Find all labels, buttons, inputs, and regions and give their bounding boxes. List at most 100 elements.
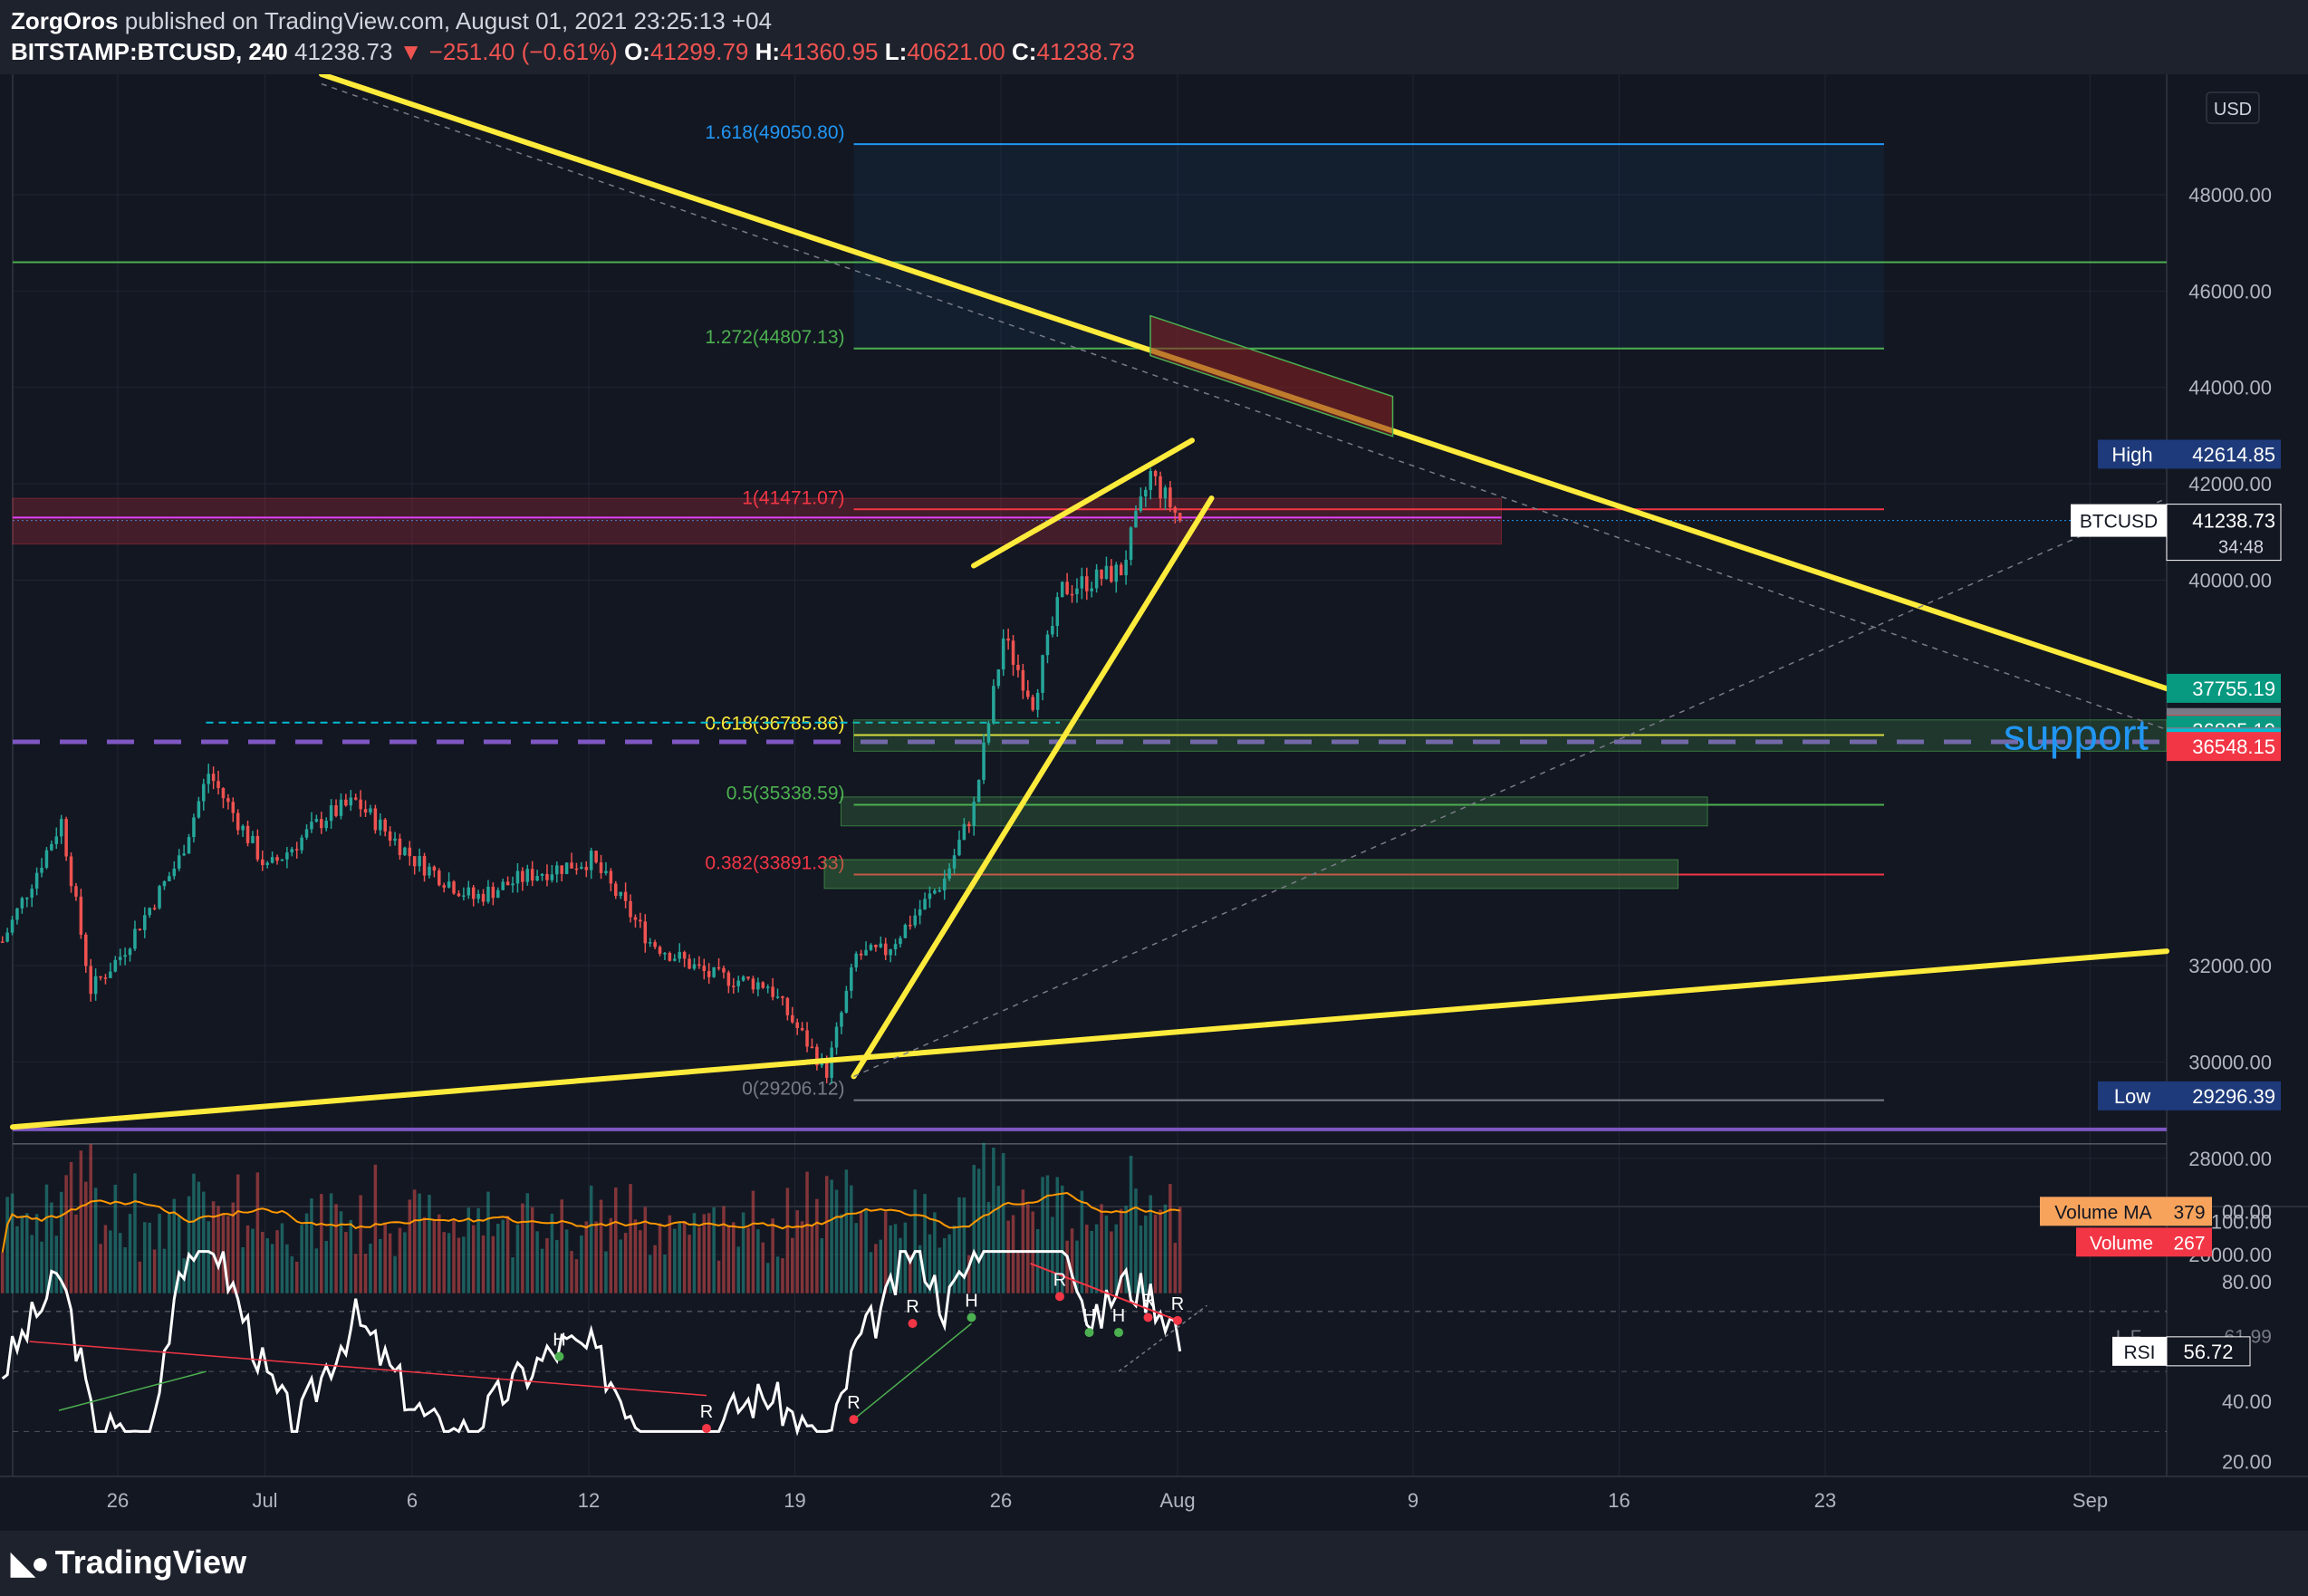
candle-body: [604, 870, 608, 873]
volume-bar: [491, 1235, 495, 1293]
volume-bar: [623, 1233, 628, 1293]
volume-bar: [310, 1198, 313, 1293]
author-name[interactable]: ZorgOros: [11, 7, 119, 34]
fib-level-label: 1.618(49050.80): [705, 122, 844, 143]
fib-level-label: 0.618(36785.86): [705, 713, 844, 734]
candle-body: [226, 798, 230, 803]
candle-body: [265, 862, 269, 866]
price-tick-label: 32000.00: [2188, 955, 2272, 977]
volume-bar: [1124, 1206, 1128, 1293]
volume-bar: [992, 1147, 995, 1293]
volume-bar: [412, 1189, 417, 1293]
volume-bar: [1153, 1214, 1158, 1293]
candle-body: [1031, 697, 1034, 710]
candle-body: [1080, 576, 1084, 589]
symbol-label[interactable]: BITSTAMP:BTCUSD, 240: [11, 38, 288, 65]
candle-body: [69, 856, 73, 887]
candle-body: [874, 944, 878, 947]
volume-bar: [59, 1191, 63, 1293]
volume-bar: [599, 1199, 603, 1293]
candle-body: [353, 797, 358, 800]
candle-body: [54, 836, 59, 844]
candle-body: [800, 1027, 804, 1031]
high-label: H:: [755, 38, 781, 65]
rsi-line: [1, 1248, 1182, 1437]
candle-body: [864, 949, 868, 956]
bar-countdown: 34:48: [2218, 538, 2264, 558]
fib-level-label: 0.382(33891.33): [705, 852, 844, 873]
candle-body: [275, 857, 279, 861]
candle-body: [1114, 564, 1119, 582]
volume-bar: [899, 1237, 902, 1293]
volume-bar: [574, 1259, 579, 1293]
candle-body: [986, 723, 991, 743]
candle-body: [1163, 487, 1168, 499]
tradingview-logo-text: TradingView: [54, 1543, 247, 1581]
candle-body: [177, 855, 181, 869]
publish-info: ZorgOros published on TradingView.com, A…: [11, 7, 772, 35]
volume-bar: [172, 1198, 177, 1293]
volume-bar: [329, 1193, 333, 1293]
fib-zone-upper: [853, 144, 1884, 349]
candle-body: [418, 855, 421, 867]
candle-body: [521, 870, 524, 882]
volume-bar: [304, 1213, 309, 1293]
volume-bar: [79, 1150, 83, 1293]
chart-canvas[interactable]: 1.618(49050.80) 1.272(44807.13) 1(41471.07…: [0, 74, 2308, 1531]
volume-bar: [428, 1195, 431, 1293]
candle-body: [320, 819, 323, 829]
time-tick-label: 16: [1608, 1489, 1630, 1512]
candle-body: [564, 862, 569, 874]
candle-body: [438, 870, 441, 886]
candle-body: [1001, 638, 1005, 670]
candle-body: [1055, 597, 1060, 627]
candle-body: [1065, 582, 1069, 594]
candle-body: [290, 849, 294, 853]
candle-body: [408, 847, 412, 857]
volume-bar: [103, 1225, 108, 1293]
candle-body: [918, 909, 922, 916]
volume-bar: [1006, 1220, 1010, 1293]
candle-body: [457, 893, 461, 897]
volume-bar: [854, 1223, 858, 1293]
volume-bar: [732, 1222, 736, 1293]
candle-body: [560, 865, 563, 874]
fib-level-label: 1.272(44807.13): [705, 327, 844, 348]
btcusd-tag-label: BTCUSD: [2080, 512, 2158, 533]
candle-body: [1090, 588, 1093, 591]
candle-body: [505, 881, 510, 886]
volume-bar: [1114, 1224, 1119, 1293]
volume-bar: [64, 1175, 68, 1293]
rsi-value-bg: [2166, 1336, 2251, 1367]
volume-bar: [957, 1197, 961, 1293]
candle-body: [511, 883, 514, 886]
volume-bar: [40, 1241, 43, 1293]
volume-bar: [834, 1189, 839, 1293]
candle-body: [452, 881, 456, 894]
volume-bar: [771, 1218, 774, 1293]
volume-bar: [20, 1215, 24, 1293]
time-tick-label: Jul: [252, 1489, 277, 1512]
volume-bar: [830, 1179, 833, 1293]
volume-bar: [320, 1194, 323, 1293]
candle-body: [1159, 476, 1162, 499]
volume-bar: [511, 1257, 514, 1293]
volume-ma-value-bg: [2167, 1197, 2212, 1226]
volume-bar: [294, 1261, 299, 1293]
candle-body: [702, 966, 707, 972]
time-tick-label: 23: [1814, 1489, 1836, 1512]
candle-body: [432, 866, 437, 871]
candle-body: [412, 856, 417, 867]
rising-wedge-support-trendline: [851, 495, 1215, 1080]
candle-body: [834, 1026, 839, 1048]
volume-bar: [275, 1230, 279, 1293]
tradingview-logo[interactable]: ◣● TradingView: [11, 1543, 246, 1582]
volume-bar: [1168, 1184, 1172, 1293]
volume-bar: [761, 1242, 765, 1293]
candle-body: [481, 893, 486, 902]
volume-bar: [241, 1246, 245, 1293]
candle-body: [1085, 576, 1089, 591]
volume-bar: [1149, 1195, 1152, 1293]
time-tick-label: 6: [407, 1489, 418, 1512]
